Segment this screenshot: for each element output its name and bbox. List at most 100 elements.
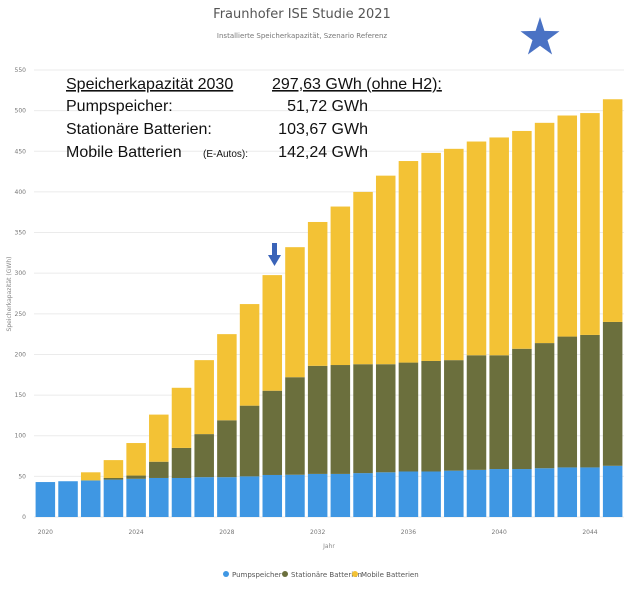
bar-segment xyxy=(534,343,555,469)
bar-segment xyxy=(444,148,464,361)
legend-label-stationaere-batterien: Stationäre Batterien xyxy=(291,571,362,579)
legend: Pumpspeicher Stationäre Batterien Mobile… xyxy=(223,571,419,579)
x-tick-label: 2024 xyxy=(128,529,143,536)
down-arrow-icon xyxy=(268,243,281,266)
annotation-box: Speicherkapazität 2030 297,63 GWh (ohne … xyxy=(66,76,442,161)
bar-segment xyxy=(217,420,237,478)
x-tick-label: 2028 xyxy=(219,529,234,536)
y-tick-label: 150 xyxy=(15,392,27,399)
bar-segment xyxy=(262,390,283,475)
bar-segment xyxy=(217,334,237,421)
bar-segment xyxy=(126,443,146,476)
annotation-row-value: 103,67 GWh xyxy=(278,121,368,138)
bar-segment xyxy=(557,115,578,337)
bar-segment xyxy=(103,477,124,480)
bar-segment xyxy=(307,365,328,474)
y-tick-label: 50 xyxy=(18,473,26,480)
bar-segment xyxy=(398,161,419,363)
y-axis-label: Speicherkapazität (GWh) xyxy=(6,257,13,332)
x-axis-ticks: 2020 2024 2028 2032 2036 2040 2044 xyxy=(38,529,598,536)
y-tick-label: 100 xyxy=(15,433,27,440)
bar-segment xyxy=(375,175,396,365)
bar-segment xyxy=(35,482,56,517)
bar-segment xyxy=(80,480,101,517)
legend-label-mobile-batterien: Mobile Batterien xyxy=(361,571,419,579)
y-tick-label: 300 xyxy=(15,270,27,277)
bar-segment xyxy=(239,405,260,477)
annotation-header-value: 297,63 GWh (ohne H2): xyxy=(272,76,442,93)
bars xyxy=(35,99,623,517)
bar-segment xyxy=(602,99,623,322)
bar-segment xyxy=(489,469,509,517)
bar-segment xyxy=(602,465,623,517)
x-tick-label: 2020 xyxy=(38,529,53,536)
y-tick-label: 500 xyxy=(15,108,27,115)
bar-segment xyxy=(171,447,192,478)
bar-segment xyxy=(489,355,509,470)
bar-segment xyxy=(194,434,214,478)
bar-segment xyxy=(194,360,214,435)
annotation-header-label: Speicherkapazität 2030 xyxy=(66,76,233,93)
bar-segment xyxy=(557,336,578,468)
star-icon xyxy=(520,17,560,55)
bar-segment xyxy=(512,348,532,470)
bar-segment xyxy=(262,275,283,391)
bar-segment xyxy=(512,130,532,349)
bar-segment xyxy=(602,321,623,466)
annotation-row-label: Pumpspeicher: xyxy=(66,98,173,115)
bar-segment xyxy=(307,221,328,366)
bar-segment xyxy=(421,152,441,361)
y-tick-label: 400 xyxy=(15,189,27,196)
x-axis-label: Jahr xyxy=(322,543,335,550)
bar-segment xyxy=(285,247,305,378)
bar-segment xyxy=(285,377,305,475)
bar-segment xyxy=(466,469,487,517)
bar-segment xyxy=(103,479,124,517)
bar-segment xyxy=(171,477,192,517)
annotation-row-label: Stationäre Batterien: xyxy=(66,121,212,138)
legend-marker-stationaere-batterien xyxy=(282,571,288,577)
bar-segment xyxy=(512,469,532,517)
legend-marker-mobile-batterien xyxy=(352,571,358,577)
bar-segment xyxy=(149,477,169,517)
bar-segment xyxy=(262,474,283,517)
bar-segment xyxy=(217,477,237,517)
bar-segment xyxy=(534,468,555,517)
bar-segment xyxy=(466,355,487,470)
bar-segment xyxy=(307,473,328,517)
bar-segment xyxy=(580,467,600,517)
bar-segment xyxy=(421,471,441,517)
bar-segment xyxy=(398,362,419,472)
bar-segment xyxy=(375,364,396,473)
bar-segment xyxy=(103,460,124,478)
y-tick-label: 550 xyxy=(15,67,27,74)
bar-segment xyxy=(466,141,487,356)
bar-segment xyxy=(353,191,373,365)
bar-segment xyxy=(126,475,146,479)
bar-segment xyxy=(580,113,600,335)
bar-segment xyxy=(149,414,169,462)
bar-segment xyxy=(444,470,464,517)
x-tick-label: 2040 xyxy=(492,529,507,536)
annotation-row-value: 142,24 GWh xyxy=(278,144,368,161)
bar-segment xyxy=(239,304,260,406)
x-tick-label: 2036 xyxy=(401,529,416,536)
bar-segment xyxy=(375,472,396,517)
bar-segment xyxy=(353,364,373,474)
bar-segment xyxy=(149,461,169,478)
annotation-row-value: 51,72 GWh xyxy=(287,98,368,115)
annotation-row-sublabel: (E-Autos): xyxy=(203,149,248,160)
chart-title: Fraunhofer ISE Studie 2021 xyxy=(213,7,391,22)
x-tick-label: 2032 xyxy=(310,529,325,536)
chart-subtitle: Installierte Speicherkapazität, Szenario… xyxy=(217,32,387,40)
bar-segment xyxy=(239,476,260,517)
bar-segment xyxy=(80,472,101,481)
bar-segment xyxy=(285,474,305,517)
bar-segment xyxy=(444,360,464,471)
bar-segment xyxy=(330,365,351,474)
y-tick-label: 0 xyxy=(22,514,26,521)
bar-segment xyxy=(330,473,351,517)
bar-segment xyxy=(398,471,419,517)
bar-segment xyxy=(421,360,441,472)
